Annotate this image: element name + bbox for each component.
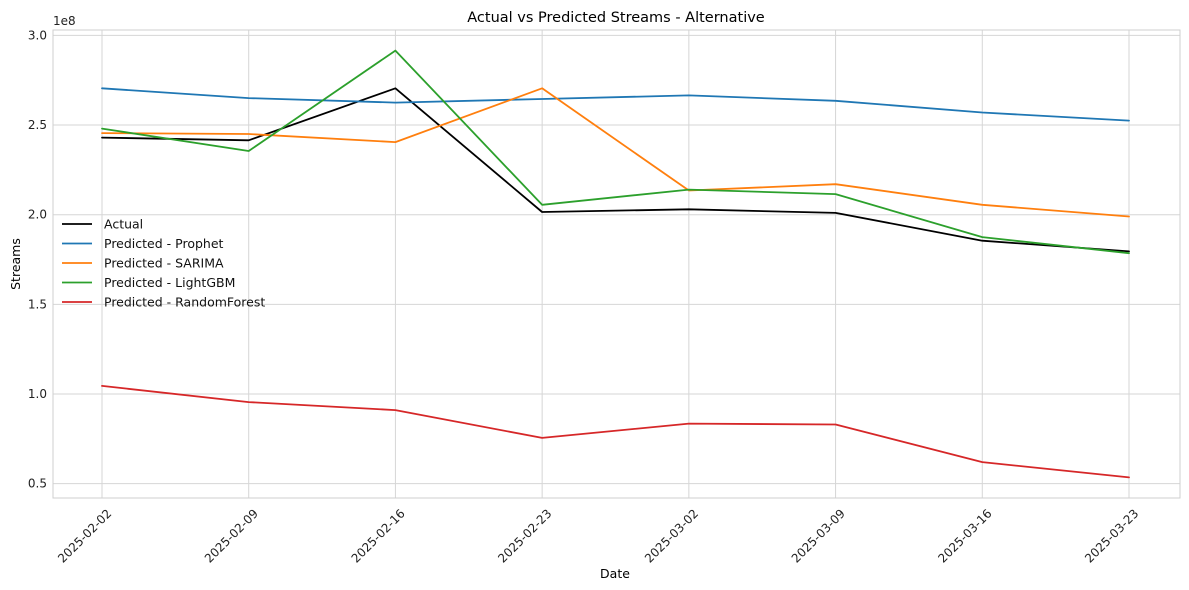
legend-label: Predicted - SARIMA [104,256,224,271]
legend-label: Predicted - Prophet [104,236,224,251]
x-tick-label: 2025-03-23 [1082,506,1141,565]
chart-title: Actual vs Predicted Streams - Alternativ… [467,10,765,26]
series-line-5 [101,384,1130,479]
y-axis-ticks: 0.5 1.0 1.5 2.0 2.5 3.0 [28,28,47,490]
x-tick-label: 2025-03-16 [935,506,994,565]
y-tick-label: 1.0 [28,387,47,401]
x-tick-label: 2025-03-09 [789,506,848,565]
series-line-4 [101,49,1130,255]
y-tick-label: 3.0 [28,28,47,42]
x-tick-label: 2025-02-16 [349,506,408,565]
y-tick-label: 2.0 [28,208,47,222]
y-tick-label: 1.5 [28,297,47,311]
y-tick-label: 0.5 [28,477,47,491]
x-tick-label: 2025-02-23 [495,506,554,565]
legend-label: Predicted - LightGBM [104,275,235,290]
legend: Actual Predicted - Prophet Predicted - SAR… [62,217,265,310]
series-lines [101,49,1130,479]
legend-label: Predicted - RandomForest [104,295,265,310]
series-line-2 [101,87,1130,122]
x-tick-label: 2025-03-02 [642,506,701,565]
y-axis-label: Streams [8,238,23,290]
series-line-1 [101,87,1130,253]
x-axis-ticks: 2025-02-02 2025-02-09 2025-02-16 2025-02-23… [55,506,1141,565]
x-axis-label: Date [600,566,630,581]
y-offset-text: 1e8 [53,14,76,28]
x-tick-label: 2025-02-09 [202,506,261,565]
legend-label: Actual [104,217,143,232]
plot-frame [52,29,1181,499]
y-tick-label: 2.5 [28,118,47,132]
grid-lines [53,30,1180,498]
x-tick-label: 2025-02-02 [55,506,114,565]
